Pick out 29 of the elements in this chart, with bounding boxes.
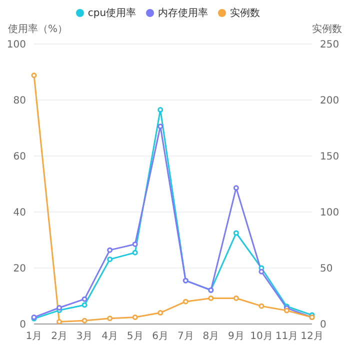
y2-tick-label: 100 bbox=[320, 208, 340, 219]
y-tick-label: 100 bbox=[6, 40, 26, 51]
y-tick-label: 80 bbox=[13, 96, 26, 107]
x-tick-label: 1月 bbox=[26, 331, 42, 342]
x-tick-label: 8月 bbox=[202, 331, 220, 342]
x-tick-label: 5月 bbox=[126, 331, 144, 342]
y2-tick-label: 0 bbox=[320, 320, 326, 331]
x-tick-label: 10月 bbox=[250, 331, 273, 342]
y-tick-label: 0 bbox=[20, 320, 26, 331]
x-tick-label: 7月 bbox=[177, 331, 194, 342]
y-tick-label: 20 bbox=[13, 264, 26, 275]
x-tick-label: 3月 bbox=[76, 331, 93, 342]
legend-label: cpu使用率 bbox=[88, 8, 136, 19]
y2-tick-label: 250 bbox=[320, 40, 340, 51]
x-tick-label: 4月 bbox=[102, 331, 118, 342]
y2-tick-label: 200 bbox=[320, 96, 340, 107]
legend-label: 内存使用率 bbox=[158, 8, 208, 19]
y-axis-title: 使用率（%） bbox=[8, 22, 68, 36]
y-tick-label: 60 bbox=[13, 152, 26, 163]
x-tick-label: 9月 bbox=[228, 331, 244, 342]
x-tick-label: 6月 bbox=[152, 331, 169, 342]
y2-axis-title: 实例数 bbox=[312, 22, 342, 36]
y2-tick-label: 150 bbox=[320, 152, 340, 163]
x-tick-label: 2月 bbox=[51, 331, 68, 342]
y-tick-label: 40 bbox=[13, 208, 26, 219]
x-tick-label: 11月 bbox=[275, 331, 298, 342]
legend-label: 实例数 bbox=[230, 8, 260, 19]
x-tick-label: 12月 bbox=[300, 331, 324, 342]
y2-tick-label: 50 bbox=[320, 264, 333, 275]
